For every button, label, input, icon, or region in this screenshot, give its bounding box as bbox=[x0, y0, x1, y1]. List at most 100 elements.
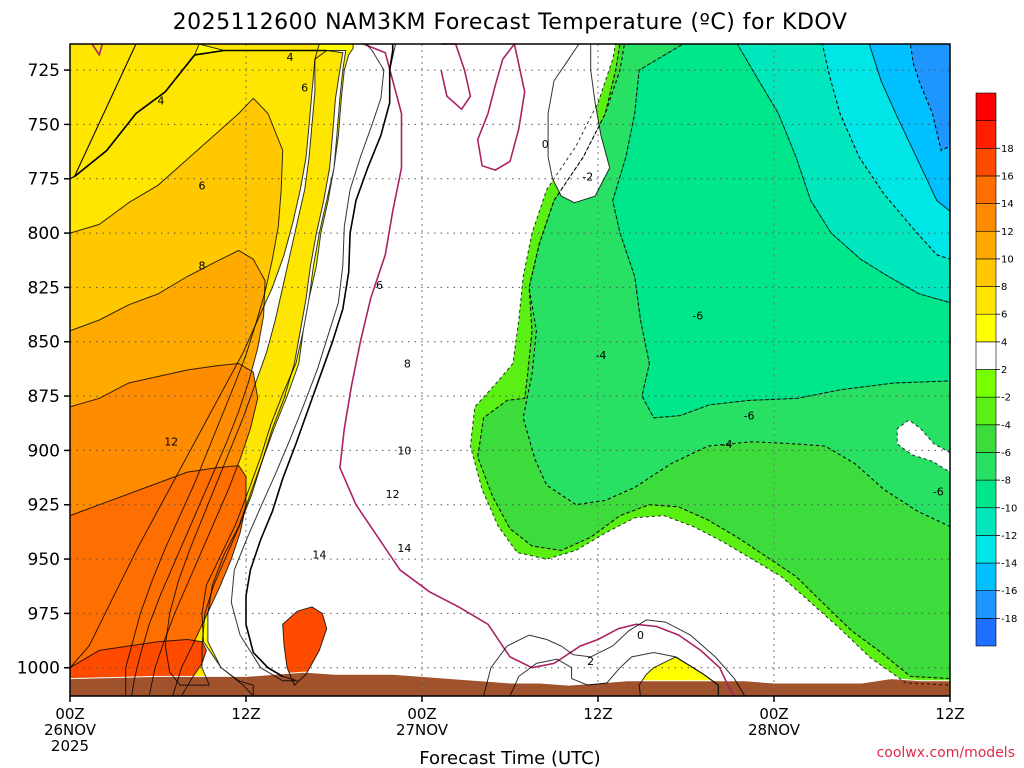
colorbar-label: -10 bbox=[1001, 503, 1017, 514]
x-tick-label: 27NOV bbox=[396, 721, 449, 739]
contour-label: -4 bbox=[722, 438, 733, 451]
x-axis-label: Forecast Time (UTC) bbox=[419, 748, 600, 768]
colorbar-swatch bbox=[975, 535, 997, 564]
contour-label: -6 bbox=[692, 310, 703, 323]
colorbar-label: 2 bbox=[1001, 365, 1007, 376]
y-tick-label: 950 bbox=[28, 550, 60, 570]
contour-line-0 bbox=[91, 43, 104, 57]
x-tick-label: 2025 bbox=[51, 737, 89, 755]
contour-labels: 0 0 -2 2 4 4 6 6 6 8 8 10 12 12 14 14 -4 -4 -6 -6 -6 bbox=[157, 51, 943, 668]
colorbar-label: -16 bbox=[1001, 586, 1017, 597]
colorbar-swatch bbox=[975, 148, 997, 177]
colorbar-swatch bbox=[975, 313, 997, 343]
contour-outline-12 bbox=[69, 362, 259, 697]
y-tick-label: 1000 bbox=[17, 659, 60, 679]
contour-label: 0 bbox=[637, 629, 644, 642]
colorbar-swatch bbox=[975, 507, 997, 536]
temperature-fill-regions bbox=[70, 44, 950, 697]
colorbar-swatch bbox=[975, 562, 997, 591]
colorbar-label: -4 bbox=[1001, 420, 1011, 431]
contour-label: 12 bbox=[386, 488, 400, 501]
colorbar-swatch bbox=[975, 120, 997, 149]
contour-label: 4 bbox=[287, 51, 294, 64]
colorbar-label: 10 bbox=[1001, 254, 1014, 265]
x-tick-label: 00Z bbox=[759, 705, 788, 723]
temp-region-minus10 bbox=[737, 44, 950, 303]
colorbar-swatch bbox=[975, 258, 997, 287]
color-bar-legend: -18 -16 -14 -12 -10 -8 -6 -4 -2 2 4 6 8 10 12 14 16 18 bbox=[975, 92, 1017, 647]
colorbar-label: -8 bbox=[1001, 476, 1011, 487]
contour-outline-6 bbox=[164, 43, 344, 686]
contour-label: 6 bbox=[301, 81, 308, 94]
grid-lines bbox=[70, 44, 950, 696]
y-tick-label: 925 bbox=[28, 496, 60, 516]
x-tick-label: 12Z bbox=[583, 705, 612, 723]
colorbar-swatch bbox=[975, 590, 997, 619]
contour-outline-14 bbox=[69, 465, 247, 697]
colorbar-label: 14 bbox=[1001, 199, 1014, 210]
temp-region-minus14 bbox=[869, 44, 950, 212]
contour-label: 8 bbox=[404, 357, 411, 370]
temp-region-14 bbox=[70, 465, 246, 696]
contour-outline-6 bbox=[69, 50, 329, 670]
colorbar-label: 6 bbox=[1001, 310, 1007, 321]
x-tick-label: 12Z bbox=[935, 705, 964, 723]
contour-label: 10 bbox=[397, 444, 411, 457]
colorbar-label: 12 bbox=[1001, 227, 1014, 238]
contour-outline-2 bbox=[230, 43, 397, 682]
contour-label: 6 bbox=[376, 279, 383, 292]
y-tick-label: 775 bbox=[28, 170, 60, 190]
credit-text[interactable]: coolwx.com/models bbox=[877, 745, 1015, 761]
temp-region-2 bbox=[231, 44, 396, 681]
y-tick-label: 825 bbox=[28, 278, 60, 298]
colorbar-swatch bbox=[975, 424, 997, 453]
contour-label: 14 bbox=[397, 542, 411, 555]
temp-region-minus4 bbox=[477, 44, 950, 679]
chart-title: 2025112600 NAM3KM Forecast Temperature (… bbox=[173, 10, 848, 35]
colorbar-label: 16 bbox=[1001, 171, 1014, 182]
colorbar-label: -12 bbox=[1001, 531, 1017, 542]
contour-outline-minus2 bbox=[469, 43, 951, 686]
contour-outline-8 bbox=[69, 97, 284, 697]
y-tick-label: 850 bbox=[28, 333, 60, 353]
plot-area: 0 0 -2 2 4 4 6 6 6 8 8 10 12 12 14 14 -4 -4 -6 -6 -6 bbox=[69, 43, 951, 698]
contour-outline-16 bbox=[282, 606, 328, 686]
colorbar-swatch bbox=[975, 175, 997, 204]
colorbar-swatch bbox=[975, 396, 997, 426]
temp-region-16 bbox=[282, 606, 327, 686]
contour-label: 14 bbox=[312, 549, 326, 562]
colorbar-swatch bbox=[975, 452, 997, 481]
temp-region-minus12 bbox=[822, 44, 950, 260]
contour-label: 8 bbox=[199, 260, 206, 273]
colorbar-swatch bbox=[975, 369, 997, 398]
temp-region-2 bbox=[483, 619, 745, 696]
contour-label: -2 bbox=[582, 171, 593, 184]
contour-line-0 bbox=[339, 43, 736, 697]
contour-label: 6 bbox=[199, 179, 206, 192]
contour-label: 2 bbox=[587, 655, 594, 668]
y-tick-label: 800 bbox=[28, 224, 60, 244]
colorbar-swatch bbox=[975, 286, 997, 315]
colorbar-label: -2 bbox=[1001, 393, 1011, 404]
colorbar-swatch bbox=[975, 341, 997, 370]
colorbar-label: -14 bbox=[1001, 559, 1017, 570]
y-tick-label: 875 bbox=[28, 387, 60, 407]
contour-label: 0 bbox=[542, 138, 549, 151]
temp-region-2 bbox=[548, 44, 610, 203]
y-tick-label: 975 bbox=[28, 604, 60, 624]
colorbar-swatch bbox=[975, 479, 997, 509]
colorbar-swatch bbox=[975, 92, 997, 121]
colorbar-label: 18 bbox=[1001, 144, 1014, 155]
contour-label: -6 bbox=[744, 410, 755, 423]
x-tick-label: 28NOV bbox=[748, 721, 801, 739]
colorbar-label: 4 bbox=[1001, 337, 1007, 348]
x-tick-label: 00Z bbox=[407, 705, 436, 723]
y-tick-label: 900 bbox=[28, 441, 60, 461]
contour-label: -6 bbox=[933, 486, 944, 499]
y-axis: 725 750 775 800 825 850 875 900 925 950 975 1000 bbox=[17, 61, 70, 679]
colorbar-swatch bbox=[975, 203, 997, 232]
temp-region-minus6 bbox=[523, 44, 950, 527]
contour-label: -4 bbox=[595, 349, 606, 362]
